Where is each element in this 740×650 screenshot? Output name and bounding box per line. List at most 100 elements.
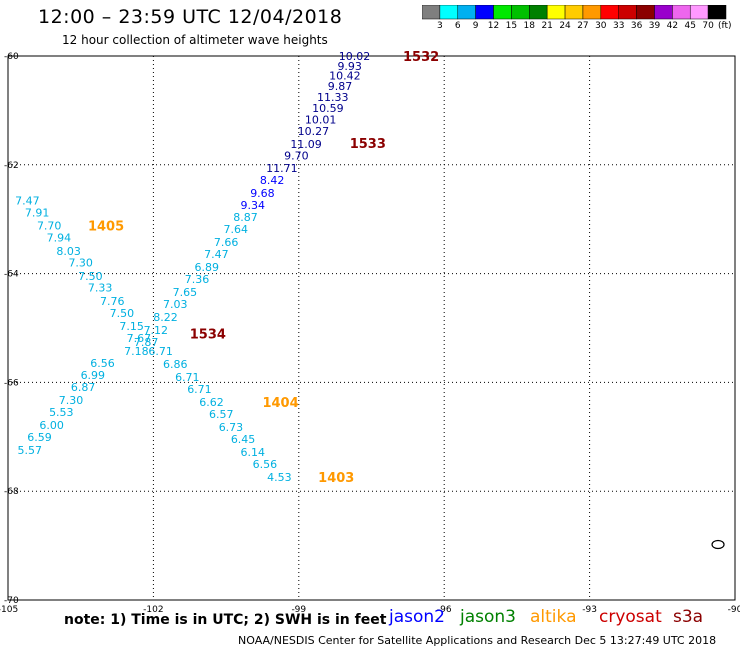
colorbar-label: 33	[612, 21, 625, 31]
wave-height-label: 6.00	[39, 419, 64, 432]
wave-height-label: 6.89	[194, 261, 219, 274]
wave-height-label: 10.27	[298, 125, 330, 138]
wave-height-label: 6.73	[219, 421, 244, 434]
colorbar-label: 9	[472, 21, 479, 31]
wave-height-label: 7.65	[173, 286, 198, 299]
colorbar-swatch	[582, 5, 602, 20]
y-tick-label: -70	[4, 596, 19, 606]
wave-height-label: 5.53	[49, 406, 74, 419]
wave-height-label: 6.59	[27, 431, 52, 444]
wave-height-label: 5.57	[18, 444, 43, 457]
colorbar-swatch	[618, 5, 637, 20]
colorbar-swatch	[546, 5, 566, 20]
colorbar-label: 36	[630, 21, 643, 31]
colorbar-swatch	[636, 5, 655, 20]
island-outline	[711, 539, 725, 550]
wave-height-label: 8.42	[260, 174, 285, 187]
colorbar-label: 30	[595, 21, 607, 31]
wave-height-label: 9.93	[337, 60, 362, 73]
wave-height-label: 10.01	[305, 114, 337, 127]
pass-time-label: 1532	[403, 50, 439, 65]
colorbar-swatch	[457, 5, 476, 20]
wave-height-label: 8.22	[153, 311, 178, 324]
wave-height-label: 7.50	[78, 270, 103, 283]
wave-height-label: 6.45	[231, 433, 256, 446]
legend-altika: altika	[530, 607, 577, 627]
wave-height-label: 6.62	[199, 396, 224, 409]
wave-height-label: 6.71	[187, 383, 212, 396]
wave-height-label: 9.87	[328, 80, 353, 93]
colorbar-swatch	[600, 5, 619, 20]
colorbar-label: 15	[505, 21, 518, 31]
x-tick-label: -93	[582, 605, 597, 615]
note-text: note: 1) Time is in UTC; 2) SWH is in fe…	[64, 612, 387, 628]
pass-time-label: 1404	[262, 396, 298, 411]
wave-height-label: 7.64	[224, 223, 249, 236]
x-tick-label: -90	[728, 605, 740, 615]
wave-height-label: 7.66	[214, 236, 239, 249]
wave-height-label: 6.56	[253, 458, 278, 471]
wave-height-label: 6.14	[241, 446, 266, 459]
y-tick-label: -66	[4, 378, 19, 388]
wave-height-label: 7.70	[37, 220, 62, 233]
colorbar-unit: (ft)	[718, 21, 732, 31]
wave-height-label: 7.87	[134, 336, 159, 349]
y-tick-label: -64	[4, 270, 19, 280]
wave-height-label: 6.57	[209, 408, 234, 421]
wave-height-label: 7.30	[68, 257, 93, 270]
colorbar-label: 24	[559, 21, 571, 31]
colorbar-label: 39	[648, 21, 661, 31]
pass-time-label: 1533	[350, 137, 386, 152]
wave-height-label: 7.67	[127, 332, 152, 345]
colorbar-label: 70	[702, 21, 714, 31]
wave-height-label: 4.53	[267, 471, 292, 484]
wave-height-label: 9.70	[284, 150, 309, 163]
plot-frame	[7, 55, 736, 601]
colorbar-swatch	[493, 5, 512, 20]
colorbar-swatch	[529, 5, 548, 20]
wave-height-label: 11.09	[290, 138, 322, 151]
wave-height-label: 11.71	[266, 162, 298, 175]
colorbar-swatch	[422, 5, 441, 20]
wave-height-label: 7.76	[100, 295, 125, 308]
legend-jason3: jason3	[460, 607, 516, 627]
wave-height-label: 9.68	[250, 187, 275, 200]
wave-height-label: 7.15	[119, 320, 144, 333]
colorbar-label: 21	[541, 21, 553, 31]
colorbar-swatch	[564, 5, 584, 20]
wave-height-label: 7.18	[124, 345, 149, 358]
x-tick-label: -99	[291, 605, 306, 615]
x-tick-label: -105	[0, 605, 18, 615]
legend-cryosat: cryosat	[599, 607, 662, 627]
colorbar-label: 18	[523, 21, 536, 31]
pass-time-label: 1534	[190, 327, 226, 342]
wave-height-label: 6.71	[148, 345, 173, 358]
legend-s3a: s3a	[673, 607, 704, 627]
colorbar-swatch	[439, 5, 459, 20]
pass-time-label: 1405	[88, 220, 124, 235]
colorbar-label: 3	[437, 21, 443, 31]
colorbar-swatch	[511, 5, 530, 20]
wave-height-label: 6.87	[71, 381, 96, 394]
wave-height-label: 7.33	[88, 282, 113, 295]
wave-height-label: 8.87	[233, 211, 258, 224]
colorbar-swatch	[689, 5, 709, 20]
wave-height-label: 7.50	[110, 307, 135, 320]
page-title: 12:00 – 23:59 UTC 12/04/2018	[38, 6, 343, 28]
colorbar-label: 6	[454, 21, 461, 31]
wave-height-label: 11.33	[317, 91, 349, 104]
legend-jason2: jason2	[389, 607, 445, 627]
x-tick-label: -96	[437, 605, 452, 615]
y-tick-label: -68	[4, 487, 19, 497]
wave-height-label: 7.12	[144, 324, 169, 337]
x-tick-label: -102	[143, 605, 163, 615]
y-tick-label: -62	[4, 161, 19, 171]
wave-height-label: 6.56	[90, 357, 115, 370]
page-subtitle: 12 hour collection of altimeter wave hei…	[62, 33, 328, 47]
wave-height-label: 7.91	[25, 207, 50, 220]
wave-height-label: 7.94	[47, 232, 72, 245]
colorbar-label: 45	[684, 21, 696, 31]
wave-height-label: 10.59	[312, 102, 344, 115]
wave-height-label: 8.03	[56, 245, 81, 258]
